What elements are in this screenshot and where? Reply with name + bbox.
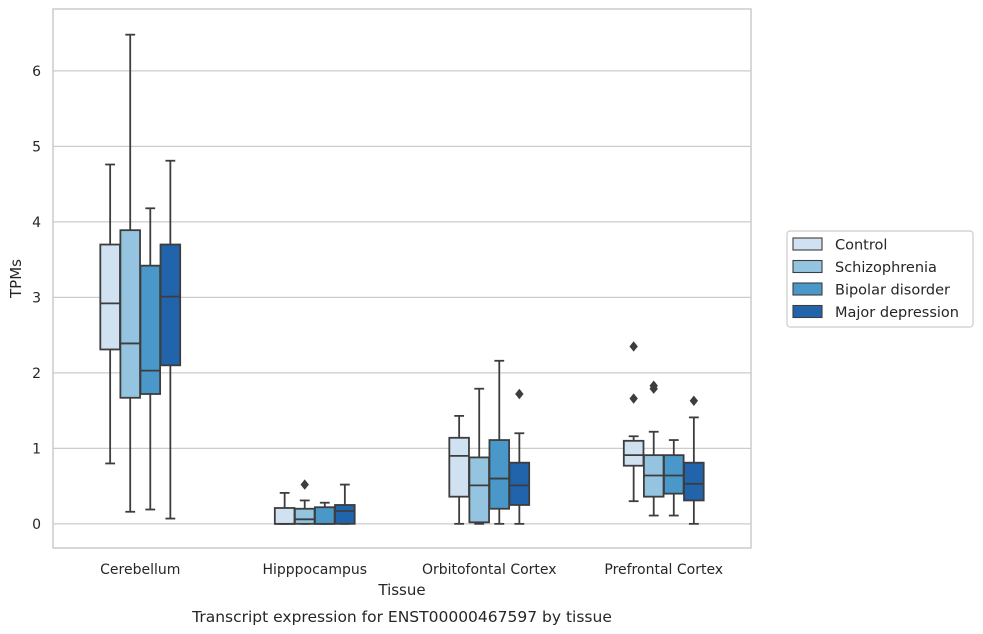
outlier-point <box>629 393 638 404</box>
box-iqr <box>508 461 531 506</box>
box-iqr <box>273 507 296 525</box>
legend-swatch <box>792 282 823 296</box>
box-iqr <box>488 439 511 510</box>
box-0-3 <box>622 341 645 503</box>
box-iqr <box>119 229 141 399</box>
outlier-point <box>649 380 658 391</box>
box-iqr <box>159 243 182 367</box>
box-0-2 <box>448 414 470 525</box>
box-iqr <box>448 436 470 498</box>
outlier-point <box>300 479 309 490</box>
outlier-point <box>515 388 524 400</box>
legend-entry: Schizophrenia <box>835 260 937 276</box>
legend-entry: Bipolar disorder <box>835 283 950 299</box>
box-3-0 <box>159 159 182 520</box>
y-tick-label: 2 <box>32 366 41 382</box>
legend-swatch <box>792 237 823 251</box>
x-tick-label: Prefrontal Cortex <box>604 562 723 578</box>
box-iqr <box>139 264 162 395</box>
legend-swatch <box>792 304 823 319</box>
box-0-0 <box>99 163 121 465</box>
box-iqr <box>683 461 705 502</box>
box-0-1 <box>273 491 296 525</box>
box-iqr <box>622 439 645 467</box>
box-2-2 <box>488 359 511 525</box>
plot-frame <box>52 8 752 549</box>
y-axis-label: TPMs <box>7 259 25 299</box>
x-tick-label: Orbitofontal Cortex <box>422 562 557 578</box>
y-tick-labels: 0 1 2 3 4 5 6 <box>32 64 41 533</box>
box-1-2 <box>468 387 490 525</box>
y-tick-label: 5 <box>32 139 41 155</box>
x-tick-label: Cerebellum <box>100 562 180 578</box>
x-tick-labels: Cerebellum Hipppocampus Orbitofontal Corte… <box>100 562 723 578</box>
box-iqr <box>663 454 685 495</box>
y-tick-label: 6 <box>32 64 41 80</box>
box-3-1 <box>334 483 356 525</box>
box-groups <box>99 33 705 525</box>
box-iqr <box>334 504 356 525</box>
box-1-0 <box>119 33 141 513</box>
x-axis-label: Tissue <box>377 581 425 599</box>
legend-swatch <box>792 259 823 274</box>
y-tick-label: 3 <box>32 290 41 306</box>
box-3-3 <box>683 395 705 525</box>
y-tick-label: 0 <box>32 517 41 533</box>
box-iqr <box>99 243 121 351</box>
box-3-2 <box>508 388 531 525</box>
box-2-0 <box>139 207 162 511</box>
box-iqr <box>468 456 490 524</box>
y-tick-label: 1 <box>32 441 41 457</box>
outlier-point <box>689 395 699 406</box>
legend-frame <box>786 230 974 328</box>
outlier-point <box>629 341 638 352</box>
box-iqr <box>293 507 316 525</box>
box-1-1 <box>293 479 316 525</box>
legend: Control Schizophrenia Bipolar disorder Majo… <box>786 230 974 328</box>
x-tick-label: Hipppocampus <box>262 562 367 578</box>
legend-entry: Control <box>835 238 887 254</box>
legend-entry: Major depression <box>835 305 959 321</box>
box-iqr <box>314 506 336 525</box>
chart-caption: Transcript expression for ENST0000046759… <box>191 608 612 626</box>
y-tick-label: 4 <box>32 215 41 231</box>
box-2-1 <box>314 501 336 525</box>
box-2-3 <box>663 439 685 517</box>
